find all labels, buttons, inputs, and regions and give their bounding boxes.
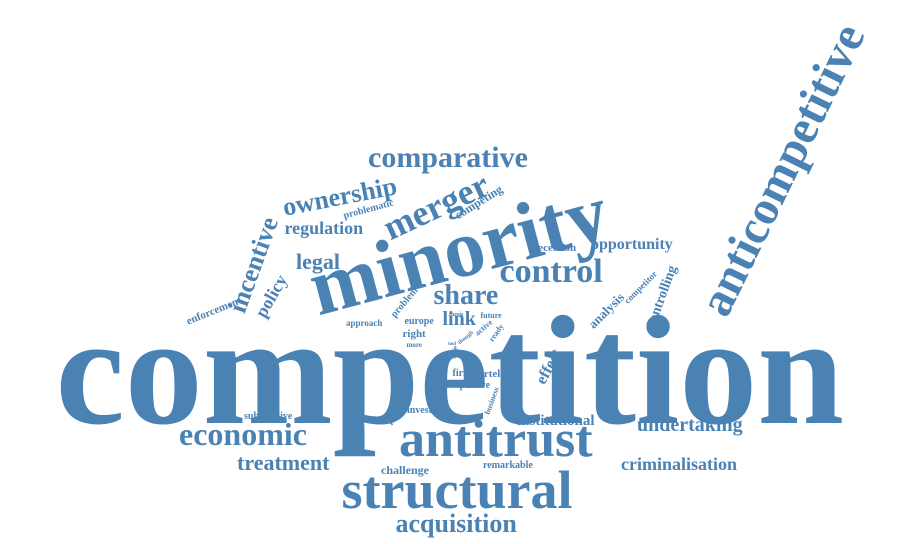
word-passive: passive [459, 380, 491, 391]
word-cartel: cartel [473, 367, 501, 380]
word-competition: competition [55, 284, 845, 457]
word-comparative: comparative [368, 141, 528, 174]
word-legal: legal [296, 249, 340, 274]
word-tool: tool [448, 341, 457, 347]
word-share: share [433, 280, 499, 311]
word-acquisition: acquisition [395, 509, 517, 538]
word-remarkable: remarkable [483, 460, 533, 471]
word-more: more [406, 340, 422, 349]
word-challenge: challenge [381, 463, 429, 477]
word-firm: firm [452, 368, 472, 379]
word-thesis: thesis [449, 312, 464, 318]
word-anticompetitive: anticompetitive [688, 15, 876, 324]
word-certain: certain [377, 355, 395, 361]
word-opportunity: opportunity [591, 236, 673, 253]
word-antitrust: antitrust [399, 411, 593, 468]
word-economic: economic [179, 416, 307, 452]
word-regulation: regulation [284, 218, 364, 238]
word-link: link [442, 308, 476, 330]
word-treatment: treatment [237, 450, 330, 475]
word-criminalisation: criminalisation [621, 454, 737, 474]
word-substantive: substantive [244, 411, 293, 422]
word-right: right [402, 327, 426, 340]
word-recession: recession [533, 241, 577, 254]
word-future: future [480, 311, 502, 320]
word-approach: approach [346, 317, 383, 328]
word-institutional: institutional [517, 412, 595, 429]
word-europe: europe [404, 316, 434, 327]
word-undertaking: undertaking [637, 414, 743, 436]
word-structural: structural [341, 460, 573, 520]
word-control: control [499, 253, 603, 290]
word-good: good [453, 353, 466, 359]
word-investor: investor [407, 405, 442, 416]
